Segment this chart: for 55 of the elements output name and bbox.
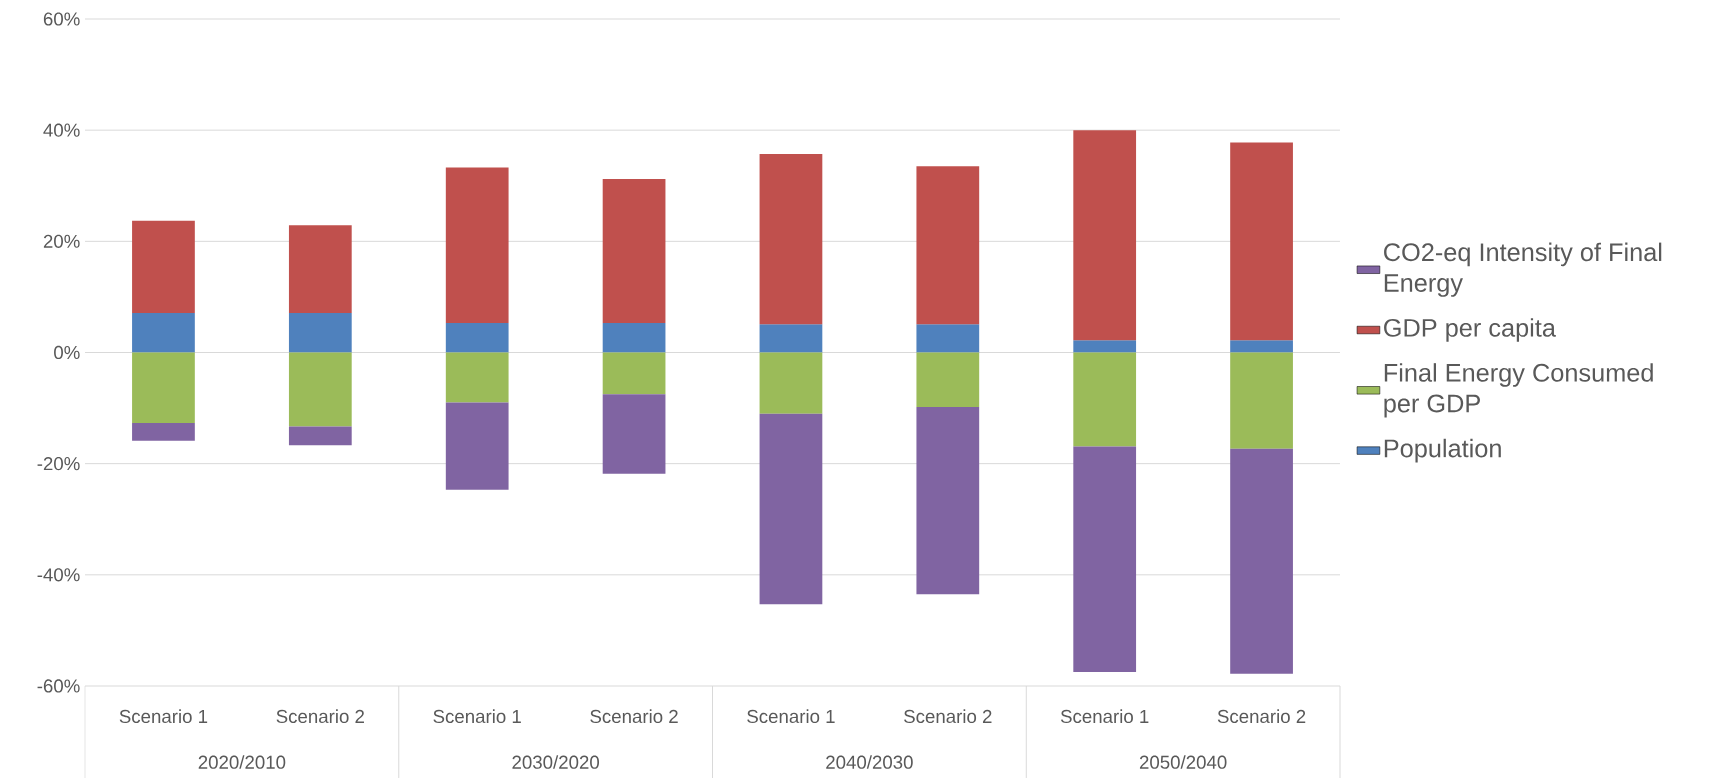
bar [916,324,980,353]
bar [759,154,823,325]
x-tick-label: Scenario 1 [747,709,835,724]
bar [759,352,823,414]
legend-label: Population [1384,438,1501,463]
bar [288,352,352,427]
bar [132,220,195,314]
text: 2030/2020 [512,755,600,769]
y-tick-label: 40% [43,123,80,137]
bar [916,352,980,407]
bar [602,179,666,324]
bar [445,402,509,490]
bar [1230,448,1293,674]
y-tick-label: 60% [43,12,80,26]
text: 2040/2030 [826,755,913,769]
x-tick-label: Scenario 2 [276,709,364,724]
legend-label: Final Energy Consumed per GDP [1384,363,1653,418]
y-tick-label: -40% [37,568,80,582]
x-tick-label: Scenario 1 [1060,709,1149,724]
bar [759,413,823,605]
bar [288,313,352,353]
y-tick-label: -20% [37,457,80,471]
bar [1230,142,1293,341]
bar [445,167,509,324]
x-tick-label: Scenario 1 [119,709,208,724]
bar [916,406,980,595]
bar [288,225,352,314]
bar [602,394,666,474]
x-tick-label: Scenario 2 [904,709,992,724]
y-tick-label: 20% [43,234,80,248]
x-tick-label: Scenario 1 [433,709,521,724]
bar [445,352,509,403]
bar [132,313,195,353]
text: 2020/2010 [198,755,286,769]
bar [1230,340,1293,353]
x-tick-label: Scenario 2 [590,709,678,724]
bar [602,352,666,395]
y-tick-label: 0% [54,345,80,360]
bar [602,323,666,353]
bar [1073,130,1137,341]
bar [759,324,823,353]
legend-label: GDP per capita [1384,318,1556,342]
legend-label: CO2-eq Intensity of Final Energy [1384,242,1662,297]
bar [916,166,980,325]
bar [1073,352,1137,447]
bar [445,323,509,353]
x-tick-label: Scenario 2 [1217,709,1306,724]
text: 2050/2040 [1139,755,1227,769]
bar [1230,352,1293,449]
bar [132,423,195,441]
bar [132,352,195,424]
bar [288,426,352,446]
bar [1073,340,1137,353]
y-tick-label: -60% [37,679,80,693]
bar [1073,446,1137,673]
